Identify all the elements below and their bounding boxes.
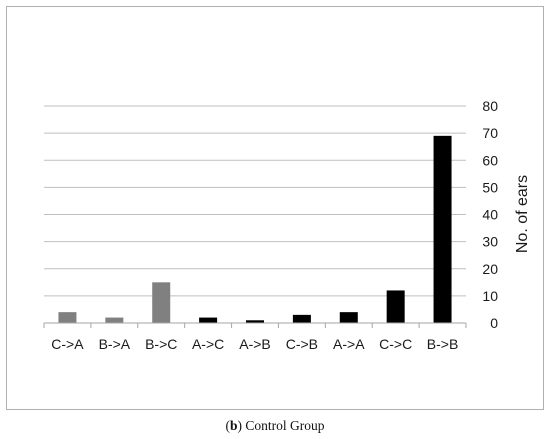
x-tick-label: A->A — [333, 336, 365, 352]
y-tick-label: 60 — [482, 152, 498, 168]
bar — [199, 317, 218, 323]
x-tick-label: A->C — [192, 336, 224, 352]
y-tick-label: 50 — [482, 179, 498, 195]
y-tick-label: 70 — [482, 125, 498, 141]
bar — [58, 312, 77, 323]
y-tick-label: 0 — [490, 315, 498, 331]
x-tick-label: C->C — [379, 336, 412, 352]
bar — [292, 314, 311, 323]
axes — [43, 322, 467, 328]
caption-label: b — [229, 418, 238, 433]
caption-text: ) Control Group — [237, 418, 325, 433]
x-tick-label: B->C — [145, 336, 177, 352]
bar — [152, 282, 171, 323]
x-tick-label: B->B — [427, 336, 459, 352]
y-tick-label: 10 — [482, 288, 498, 304]
figure-caption: (b) Control Group — [0, 418, 550, 434]
bar-chart: 0 10 20 30 40 50 60 70 80 C->A B->A B->C A->C A->B C->… — [43, 98, 531, 352]
y-tick-label: 80 — [482, 98, 498, 114]
y-tick-label: 30 — [482, 234, 498, 250]
bar — [339, 312, 358, 323]
y-axis-title: No. of ears — [514, 175, 531, 253]
bar — [105, 317, 124, 323]
gridlines — [44, 105, 466, 297]
x-tick-label: A->B — [239, 336, 271, 352]
x-tick-label: C->B — [286, 336, 318, 352]
x-tick-label: B->A — [99, 336, 131, 352]
tick-labels: 0 10 20 30 40 50 60 70 80 C->A B->A B->C A->C A->B C->… — [51, 98, 498, 352]
bar — [386, 290, 405, 323]
x-tick-label: C->A — [51, 336, 84, 352]
y-tick-label: 20 — [482, 261, 498, 277]
y-tick-label: 40 — [482, 207, 498, 223]
bar — [246, 320, 264, 323]
caption-prefix: ( — [225, 418, 230, 433]
bar — [433, 135, 452, 323]
bars — [58, 135, 452, 323]
chart-frame — [6, 6, 544, 410]
